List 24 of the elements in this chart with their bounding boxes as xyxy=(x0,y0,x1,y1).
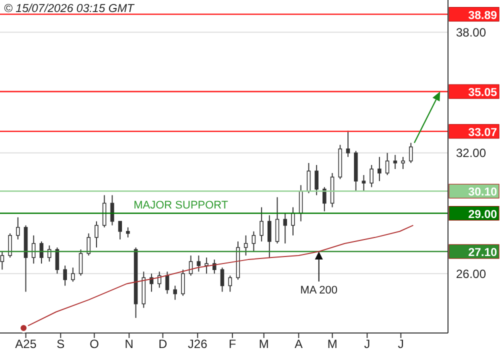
ref-line-label: 30.10 xyxy=(468,186,497,199)
x-tick-label: D xyxy=(158,337,168,350)
x-tick-label: S xyxy=(56,337,65,350)
annotation: MAJOR SUPPORT xyxy=(134,199,228,212)
ref-line-label: 27.10 xyxy=(468,247,497,260)
y-tick-label: 26.00 xyxy=(456,266,486,281)
x-tick-label: N xyxy=(124,337,134,350)
annotation: MA 200 xyxy=(300,284,338,297)
x-tick-label: O xyxy=(90,337,99,350)
x-tick-label: J xyxy=(398,337,404,350)
ref-line-label: 38.89 xyxy=(468,10,497,22)
chart-title: © 15/07/2026 03:15 GMT xyxy=(4,3,135,15)
x-tick-label: M xyxy=(327,337,338,350)
y-tick-label: 38.00 xyxy=(456,25,486,40)
x-tick-label: F xyxy=(228,337,236,350)
x-tick-label: J xyxy=(364,337,370,350)
ref-line-label: 29.00 xyxy=(468,208,497,221)
x-tick-label: J26 xyxy=(188,337,208,350)
ref-line-label: 35.05 xyxy=(468,87,498,100)
x-tick-label: A xyxy=(294,337,303,350)
ref-line-label: 33.07 xyxy=(468,126,497,139)
x-tick-label: M xyxy=(258,337,269,350)
y-tick-label: 32.00 xyxy=(456,146,486,160)
x-tick-label: A25 xyxy=(15,337,37,350)
